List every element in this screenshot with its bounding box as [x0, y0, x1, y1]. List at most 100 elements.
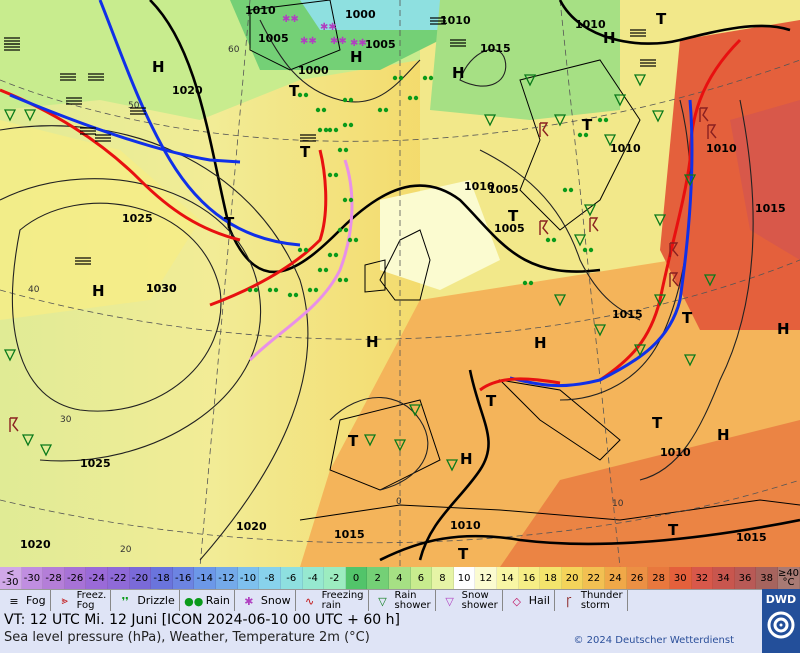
atlantic-warm — [0, 120, 200, 320]
isobar — [11, 202, 222, 412]
rain-icon — [317, 127, 323, 133]
temperature-step: < -30 — [0, 567, 22, 589]
rain-icon — [337, 147, 343, 153]
temperature-step: 0 — [345, 567, 368, 589]
rain-icon — [253, 287, 259, 293]
rain-shower-icon — [408, 404, 422, 417]
temperature-step: -28 — [43, 567, 65, 589]
temperature-step: 34 — [713, 567, 735, 589]
freezing-rain-icon: ∿ — [304, 594, 315, 608]
latitude-labels: 60 50 40 30 20 10 0 — [28, 45, 624, 555]
legend-label: Freezing rain — [321, 590, 364, 611]
legend-item: ●● Rain — [180, 590, 235, 612]
rain-icon — [327, 127, 333, 133]
freezing-fog-icon: ⪢ — [61, 594, 68, 607]
rain-icon — [313, 287, 319, 293]
rain-icon — [315, 107, 321, 113]
high-pressure-center: H — [460, 450, 473, 468]
rain-icon — [333, 172, 339, 178]
isobar-label: 1000 — [345, 8, 376, 21]
low-pressure-center: T — [300, 143, 311, 161]
high-pressure-center: H — [452, 64, 465, 82]
temperature-step: 12 — [475, 567, 498, 589]
isobar-label: 1010 — [610, 142, 641, 155]
rain-icon — [323, 267, 329, 273]
valid-time: VT: 12 UTC Mi. 12 Juni [ICON 2024-06-10 … — [4, 612, 400, 628]
mild-area — [380, 180, 500, 290]
rain-icon — [603, 117, 609, 123]
scandinavia-field — [430, 0, 620, 120]
temperature-step: 2 — [367, 567, 389, 589]
hot-area-africa — [500, 420, 800, 567]
snow-icon: ✱✱ — [320, 22, 337, 33]
thunderstorm-icon — [669, 272, 679, 287]
rain-shower-icon — [3, 349, 17, 362]
legend-label: Rain shower — [394, 590, 431, 611]
rain-icon — [348, 122, 354, 128]
temperature-step: 16 — [518, 567, 541, 589]
isobar-label: 1015 — [480, 42, 511, 55]
rain-icon — [273, 287, 279, 293]
rain-icon — [323, 127, 329, 133]
rain-icon — [597, 117, 603, 123]
rain-icon: ●● — [184, 594, 204, 608]
rain-icon — [247, 287, 253, 293]
rain-icon — [293, 292, 299, 298]
low-pressure-center: T — [668, 521, 679, 539]
copyright: © 2024 Deutscher Wetterdienst — [573, 635, 734, 646]
rain-shower-icon — [633, 344, 647, 357]
weather-symbols: ✱✱✱✱✱✱✱✱ ✱✱ — [3, 14, 717, 472]
high-pressure-center: H — [350, 48, 363, 66]
isobar-label: 1010 — [245, 4, 276, 17]
temperature-step: -12 — [216, 567, 238, 589]
thunderstorm-icon — [699, 107, 709, 122]
rain-icon — [528, 280, 534, 286]
thunderstorm-icon — [539, 220, 549, 235]
high-pressure-center: H — [534, 334, 547, 352]
temperature-step: 8 — [432, 567, 454, 589]
rain-icon — [307, 287, 313, 293]
rain-shower-icon: ▽ — [378, 594, 387, 608]
low-pressure-center: T — [486, 392, 497, 410]
rain-icon — [343, 227, 349, 233]
rain-icon — [342, 197, 348, 203]
rain-icon — [342, 97, 348, 103]
rain-icon — [297, 92, 303, 98]
info-panel: VT: 12 UTC Mi. 12 Juni [ICON 2024-06-10 … — [0, 611, 762, 653]
legend-label: Rain — [205, 594, 230, 607]
rain-icon — [545, 237, 551, 243]
rain-icon — [333, 127, 339, 133]
rain-shower-icon — [683, 354, 697, 367]
isobar-label: 1010 — [660, 446, 691, 459]
legend-label: Thunder storm — [580, 590, 623, 611]
rain-icon — [407, 95, 413, 101]
high-pressure-center: H — [152, 58, 165, 76]
rain-icon — [303, 92, 309, 98]
isobar-label: 1030 — [146, 282, 177, 295]
latitude-label: 0 — [396, 497, 402, 507]
isobar-label: 1005 — [488, 183, 519, 196]
isobar-label: 1015 — [334, 528, 365, 541]
rain-icon — [303, 247, 309, 253]
thunderstorm-icon — [669, 242, 679, 257]
temperature-step: -24 — [86, 567, 109, 589]
coastline-africa — [299, 499, 800, 521]
rain-shower-icon — [523, 74, 537, 87]
isobar — [0, 125, 309, 561]
isobar-label: 1020 — [172, 84, 203, 97]
rain-shower-icon — [683, 174, 697, 187]
rain-icon — [422, 75, 428, 81]
rain-shower-icon — [445, 459, 459, 472]
rain-shower-icon — [703, 274, 717, 287]
temperature-step: 14 — [497, 567, 519, 589]
coastline-scandinavia — [519, 59, 641, 231]
temperature-step: -20 — [129, 567, 152, 589]
hail-icon: ◇ — [512, 594, 521, 608]
temperature-step: ≥40 °C — [777, 567, 800, 589]
rain-icon — [562, 187, 568, 193]
low-pressure-center: T — [289, 82, 300, 100]
isobar-label: 1005 — [258, 32, 289, 45]
rain-icon — [333, 252, 339, 258]
rain-icon — [353, 237, 359, 243]
thunderstorm-icon — [9, 417, 19, 432]
